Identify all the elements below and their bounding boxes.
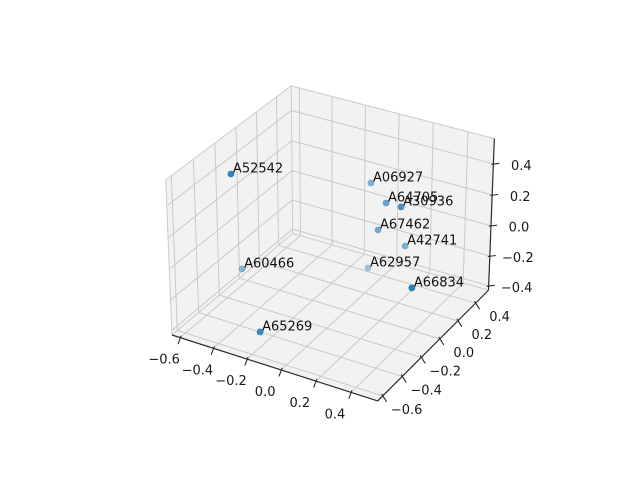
- grid-line: [291, 170, 492, 227]
- y-tick-label: 0.2: [472, 328, 493, 343]
- right-pane: [291, 85, 495, 291]
- x-tick-label: −0.2: [215, 374, 247, 389]
- grid-line: [179, 235, 301, 339]
- y-tick: [419, 355, 426, 364]
- x-tick: [177, 335, 182, 345]
- data-point-label: A06927: [373, 171, 423, 186]
- pane-edge: [165, 85, 292, 181]
- y-tick-label: 0.0: [453, 346, 474, 361]
- x-tick: [313, 378, 318, 388]
- grid-line: [292, 199, 490, 257]
- y-tick: [438, 336, 445, 346]
- grid-line: [213, 244, 333, 349]
- data-point-label: A60466: [244, 256, 294, 271]
- grid-line: [171, 228, 293, 331]
- grid-line: [350, 282, 464, 393]
- grid-line: [291, 109, 494, 165]
- z-tick-label: 0.2: [510, 190, 531, 205]
- grid-line: [239, 277, 440, 340]
- floor-pane: [171, 233, 489, 401]
- x-tick: [210, 346, 215, 355]
- x-tick-label: −0.6: [148, 353, 180, 368]
- data-point-label: A42741: [407, 234, 457, 249]
- data-point: [382, 199, 390, 207]
- y-tick-label: −0.6: [391, 403, 423, 418]
- grid-line: [278, 244, 476, 304]
- data-point-label: A65269: [262, 319, 312, 334]
- y-tick: [400, 374, 407, 383]
- x-tick-label: 0.0: [255, 385, 276, 400]
- z-tick-label: −0.2: [502, 251, 534, 266]
- grid-line: [291, 140, 493, 196]
- grid-line: [219, 294, 422, 358]
- x-tick-label: −0.4: [182, 363, 214, 378]
- pane-edge: [165, 180, 173, 336]
- x-tick-label: 0.2: [289, 396, 310, 411]
- data-point: [364, 264, 372, 272]
- y-tick-label: 0.4: [489, 310, 510, 325]
- grid-line: [259, 261, 459, 322]
- data-point-label: A66834: [414, 275, 464, 290]
- data-point-label: A52542: [233, 161, 283, 176]
- data-point: [238, 265, 246, 273]
- grid-line: [177, 329, 383, 397]
- y-tick-label: −0.2: [429, 364, 461, 379]
- data-point-label: A64705: [388, 190, 438, 205]
- grid-line: [292, 228, 489, 287]
- z-tick: [490, 193, 499, 197]
- y-tick: [456, 318, 463, 328]
- pane-edge: [291, 85, 495, 140]
- pane-edge: [292, 232, 489, 291]
- z-tick: [486, 284, 495, 287]
- data-point: [256, 328, 264, 336]
- grid-line: [315, 272, 431, 382]
- data-point: [227, 170, 235, 178]
- data-point: [401, 242, 409, 250]
- data-point: [367, 179, 375, 187]
- grid-line: [198, 312, 403, 377]
- z-tick: [488, 224, 498, 227]
- z-tick: [491, 162, 500, 165]
- z-tick: [487, 254, 496, 258]
- z-tick-label: −0.4: [501, 281, 533, 296]
- y-tick-label: −0.4: [410, 383, 442, 398]
- data-point: [397, 203, 405, 211]
- y-tick: [474, 300, 481, 310]
- grid-line: [280, 263, 398, 371]
- z-tick-label: 0.4: [511, 159, 532, 174]
- data-point-label: A30936: [403, 194, 453, 209]
- data-point: [408, 284, 416, 292]
- y-axis-spine: [377, 289, 489, 402]
- grid-line: [167, 140, 293, 239]
- x-tick: [278, 367, 283, 377]
- grid-line: [246, 253, 365, 360]
- pane-edge: [290, 85, 294, 234]
- y-tick: [381, 393, 388, 403]
- x-tick: [244, 356, 249, 366]
- x-axis-spine: [171, 334, 378, 402]
- data-point-label: A67462: [380, 217, 430, 232]
- grid-line: [166, 110, 292, 207]
- x-tick: [348, 390, 353, 400]
- grid-line: [169, 170, 293, 270]
- data-point-label: A62957: [370, 255, 420, 270]
- x-tick-label: 0.4: [325, 407, 346, 422]
- z-tick-label: 0.0: [509, 221, 530, 236]
- pane-edge: [171, 233, 293, 336]
- data-point: [374, 226, 382, 234]
- grid-line: [170, 199, 293, 301]
